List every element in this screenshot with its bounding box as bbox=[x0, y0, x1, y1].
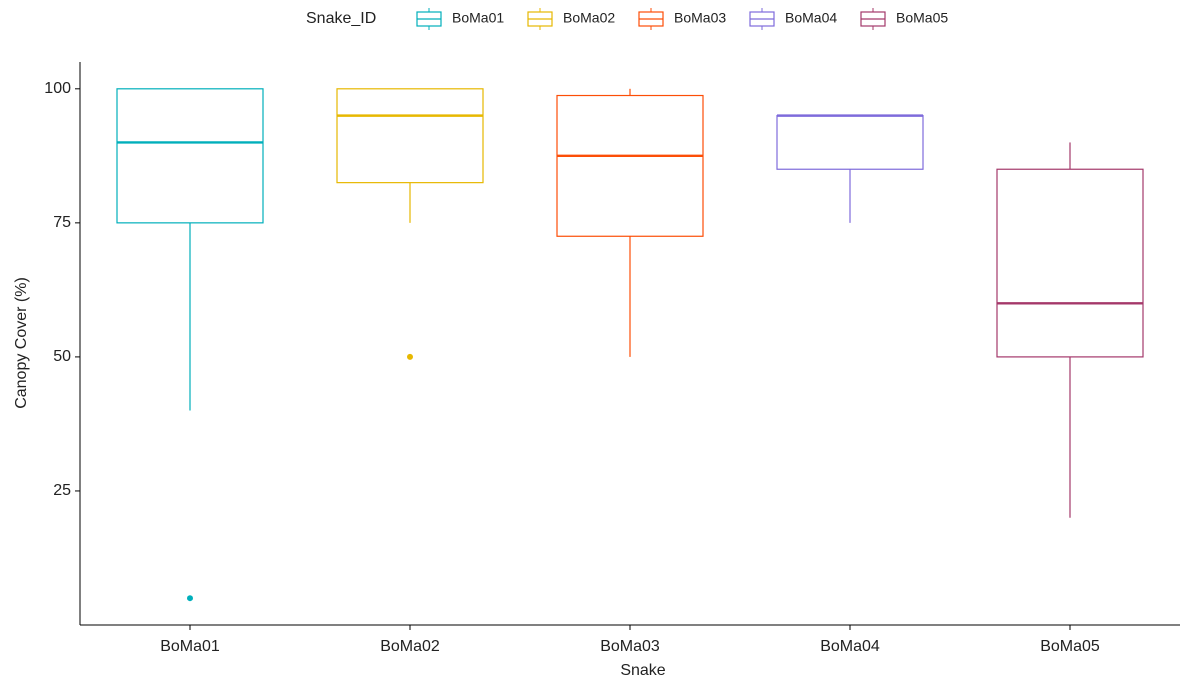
box bbox=[556, 94, 704, 237]
legend-label: BoMa02 bbox=[563, 10, 615, 26]
legend-label: BoMa01 bbox=[452, 10, 504, 26]
y-tick-label: 25 bbox=[53, 482, 71, 499]
y-tick-label: 100 bbox=[44, 80, 71, 97]
y-tick-label: 75 bbox=[53, 214, 71, 231]
x-tick-label: BoMa04 bbox=[820, 638, 880, 655]
outlier bbox=[407, 353, 413, 360]
outlier bbox=[187, 595, 193, 602]
box bbox=[776, 115, 924, 170]
box bbox=[996, 168, 1144, 358]
box bbox=[116, 88, 264, 224]
legend-label: BoMa03 bbox=[674, 10, 726, 26]
x-axis-label: Snake bbox=[620, 662, 665, 679]
x-tick-label: BoMa01 bbox=[160, 638, 220, 655]
y-tick-label: 50 bbox=[53, 348, 71, 365]
x-tick-label: BoMa02 bbox=[380, 638, 440, 655]
box bbox=[336, 88, 484, 184]
y-axis-label: Canopy Cover (%) bbox=[13, 277, 30, 409]
legend-label: BoMa05 bbox=[896, 10, 948, 26]
x-tick-label: BoMa05 bbox=[1040, 638, 1100, 655]
legend-label: BoMa04 bbox=[785, 10, 837, 26]
x-tick-label: BoMa03 bbox=[600, 638, 660, 655]
legend-title: Snake_ID bbox=[306, 10, 376, 27]
